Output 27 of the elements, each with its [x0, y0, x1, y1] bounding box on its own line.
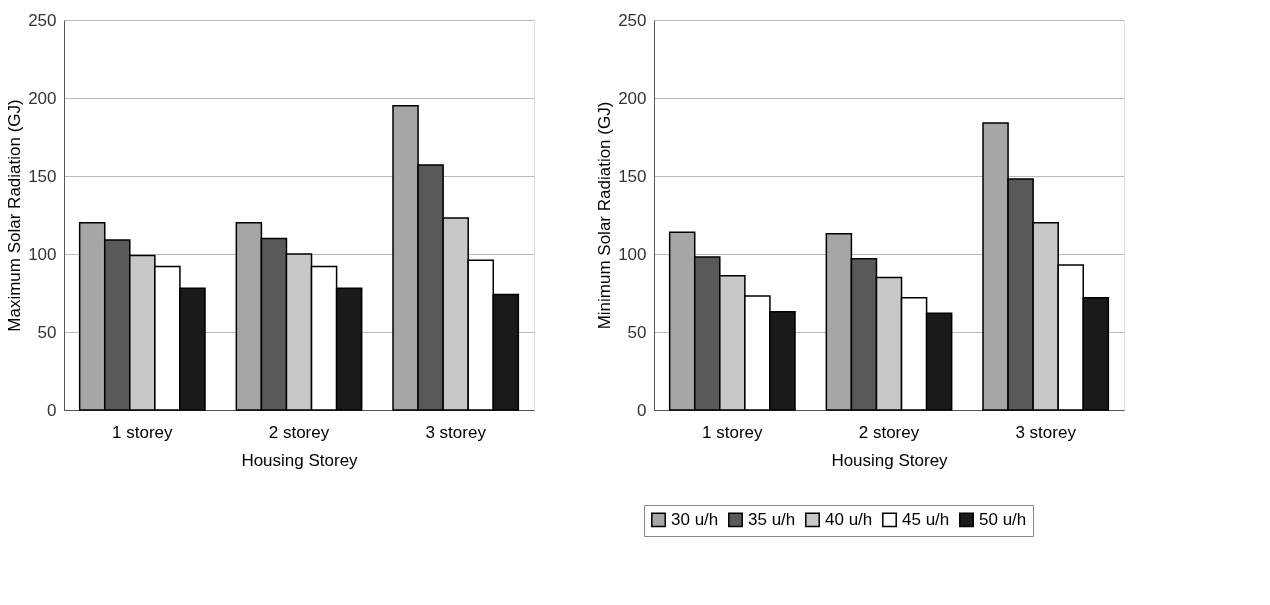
- y-tick-label: 100: [28, 244, 57, 264]
- x-tick-label: 3 storey: [425, 422, 487, 442]
- y-axis-title: Maximum Solar Radiation (GJ): [5, 99, 25, 332]
- x-tick-label: 2 storey: [858, 422, 920, 442]
- x-tick-label: 2 storey: [268, 422, 330, 442]
- legend-label: 30 u/h: [671, 509, 719, 529]
- y-tick-label: 250: [28, 10, 57, 30]
- y-tick-label: 150: [28, 166, 57, 186]
- x-axis-title: Housing Storey: [241, 450, 359, 470]
- x-axis-title: Housing Storey: [831, 450, 949, 470]
- x-tick-label: 1 storey: [112, 422, 174, 442]
- y-tick-label: 0: [47, 400, 57, 420]
- x-tick-label: 1 storey: [702, 422, 764, 442]
- y-axis-title: Minimum Solar Radiation (GJ): [595, 101, 615, 330]
- y-tick-label: 200: [28, 88, 57, 108]
- y-tick-label: 150: [618, 166, 647, 186]
- y-tick-label: 50: [37, 322, 57, 342]
- y-tick-label: 100: [618, 244, 647, 264]
- legend-label: 40 u/h: [825, 509, 873, 529]
- x-tick-label: 3 storey: [1015, 422, 1077, 442]
- legend-label: 45 u/h: [902, 509, 950, 529]
- legend-label: 35 u/h: [748, 509, 796, 529]
- legend-label: 50 u/h: [979, 509, 1027, 529]
- y-tick-label: 200: [618, 88, 647, 108]
- y-tick-label: 0: [637, 400, 647, 420]
- y-tick-label: 50: [627, 322, 647, 342]
- y-tick-label: 250: [618, 10, 647, 30]
